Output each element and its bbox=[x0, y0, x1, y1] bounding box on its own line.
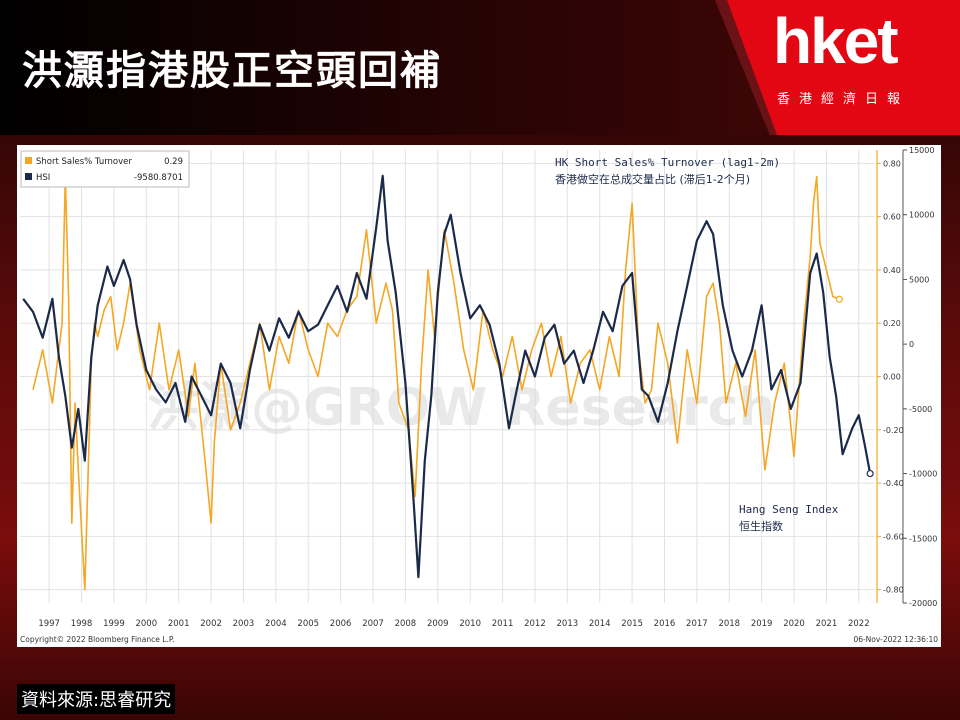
x-tick-label: 2013 bbox=[557, 619, 579, 629]
annotation-short-sales-en: HK Short Sales% Turnover (lag1-2m) bbox=[555, 156, 780, 169]
right-tick-label: -15000 bbox=[909, 534, 937, 543]
series-line-hsi bbox=[22, 174, 872, 579]
series-line-short-sales bbox=[32, 175, 840, 591]
x-tick-label: 2004 bbox=[265, 619, 287, 629]
source-label: 資料來源:思睿研究 bbox=[17, 684, 176, 714]
annotation-short-sales-cn: 香港做空在总成交量占比 (滞后1-2个月) bbox=[555, 172, 750, 186]
x-tick-label: 2014 bbox=[589, 619, 611, 629]
x-tick-label: 2018 bbox=[718, 619, 740, 629]
copyright-text: Copyright© 2022 Bloomberg Finance L.P. bbox=[20, 635, 175, 644]
legend-label-short-sales: Short Sales% Turnover bbox=[36, 157, 132, 167]
end-marker-short-sales bbox=[835, 295, 843, 303]
x-tick-label: 1997 bbox=[38, 619, 60, 629]
x-tick-label: 2007 bbox=[362, 619, 384, 629]
x-tick-label: 2016 bbox=[654, 619, 676, 629]
logo-text: hket bbox=[773, 5, 899, 77]
annotation-hsi-cn: 恒生指数 bbox=[739, 519, 783, 533]
legend-box bbox=[20, 150, 190, 188]
right-tick-label: 10000 bbox=[909, 211, 934, 220]
legend-value-short-sales: 0.29 bbox=[164, 157, 183, 167]
chart: 洪灝@GROW Research 0.800.600.400.200.00-0.… bbox=[20, 146, 938, 644]
page-title: 洪灝指港股正空頭回補 bbox=[22, 48, 442, 94]
x-tick-label: 2001 bbox=[168, 619, 190, 629]
x-tick-label: 2020 bbox=[783, 619, 805, 629]
left-tick-label: -0.40 bbox=[883, 479, 904, 488]
legend-swatch-short-sales bbox=[25, 157, 32, 164]
x-tick-label: 2019 bbox=[751, 619, 773, 629]
x-tick-label: 1998 bbox=[71, 619, 93, 629]
left-axis-ticks: 0.80 0.60 0.40 0.20 0.00 -0.20 -0.40 -0.60 -0.80 bbox=[877, 159, 904, 595]
right-tick-label: 5000 bbox=[909, 275, 929, 284]
x-tick-label: 2002 bbox=[200, 619, 222, 629]
right-tick-label: -10000 bbox=[909, 470, 937, 479]
logo: hket 香港經濟日報 bbox=[715, 0, 960, 135]
chart-panel: 洪灝@GROW Research 0.80 0.60 0.40 0.20 0.00 -0.… bbox=[17, 145, 941, 647]
right-tick-label: 0 bbox=[909, 340, 914, 349]
x-tick-label: 2017 bbox=[686, 619, 708, 629]
left-tick-label: 0.40 bbox=[883, 266, 901, 275]
x-tick-label: 2012 bbox=[524, 619, 546, 629]
left-tick-label: -0.20 bbox=[883, 426, 904, 435]
left-tick-label: 0.80 bbox=[883, 159, 901, 168]
annotation-hsi-en: Hang Seng Index bbox=[739, 503, 839, 516]
x-tick-label: 2003 bbox=[233, 619, 255, 629]
x-tick-label: 2022 bbox=[848, 619, 870, 629]
left-tick-label: -0.80 bbox=[883, 586, 904, 595]
x-tick-label: 2011 bbox=[492, 619, 514, 629]
logo-subtitle: 香港經濟日報 bbox=[777, 92, 910, 107]
left-tick-label: 0.20 bbox=[883, 319, 901, 328]
left-tick-label: 0.60 bbox=[883, 213, 901, 222]
end-marker-hsi bbox=[866, 469, 874, 478]
x-tick-label: 2005 bbox=[297, 619, 319, 629]
timestamp-text: 06-Nov-2022 12:36:10 bbox=[853, 635, 938, 644]
x-tick-label: 2008 bbox=[395, 619, 417, 629]
left-tick-label: 0.00 bbox=[883, 373, 901, 382]
x-tick-label: 2000 bbox=[135, 619, 157, 629]
logo-background bbox=[715, 0, 960, 135]
x-tick-label: 2015 bbox=[621, 619, 643, 629]
legend-value-hsi: -9580.8701 bbox=[134, 173, 183, 183]
header: 洪灝指港股正空頭回補 hket 香港經濟日報 bbox=[0, 0, 960, 135]
x-tick-label: 2006 bbox=[330, 619, 352, 629]
right-axis-ticks: 15000 10000 5000 0 -5000 -10000 -15000 -20000 bbox=[903, 146, 937, 608]
left-tick-label: -0.60 bbox=[883, 532, 904, 541]
x-tick-label: 1999 bbox=[103, 619, 125, 629]
right-tick-label: -20000 bbox=[909, 599, 937, 608]
right-tick-label: 15000 bbox=[909, 146, 934, 155]
right-tick-label: -5000 bbox=[909, 405, 932, 414]
series-layer bbox=[22, 174, 874, 591]
x-tick-label: 2009 bbox=[427, 619, 449, 629]
x-axis-ticks: 1997 1998 1999 2000 2001 2002 2003 2004 2005 2006… bbox=[38, 619, 869, 629]
legend-swatch-hsi bbox=[25, 173, 32, 180]
grid bbox=[20, 150, 875, 603]
legend-label-hsi: HSI bbox=[36, 173, 50, 183]
x-tick-label: 2010 bbox=[459, 619, 481, 629]
x-tick-label: 2021 bbox=[816, 619, 838, 629]
